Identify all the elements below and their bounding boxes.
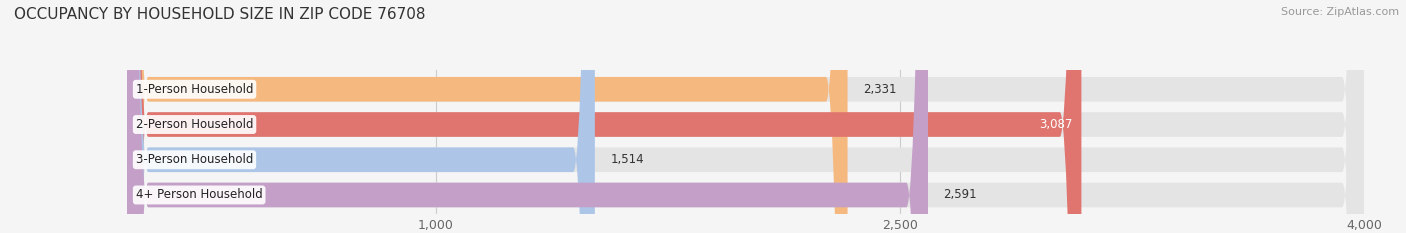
FancyBboxPatch shape <box>127 0 1081 233</box>
Text: 1-Person Household: 1-Person Household <box>136 83 253 96</box>
FancyBboxPatch shape <box>127 0 848 233</box>
Text: 2,331: 2,331 <box>863 83 897 96</box>
FancyBboxPatch shape <box>127 0 595 233</box>
FancyBboxPatch shape <box>127 0 1364 233</box>
FancyBboxPatch shape <box>127 0 928 233</box>
Text: 1,514: 1,514 <box>610 153 644 166</box>
Text: Source: ZipAtlas.com: Source: ZipAtlas.com <box>1281 7 1399 17</box>
Text: 3-Person Household: 3-Person Household <box>136 153 253 166</box>
FancyBboxPatch shape <box>127 0 1364 233</box>
Text: 4+ Person Household: 4+ Person Household <box>136 188 263 202</box>
Text: 2-Person Household: 2-Person Household <box>136 118 253 131</box>
FancyBboxPatch shape <box>127 0 1364 233</box>
Text: 2,591: 2,591 <box>943 188 977 202</box>
Text: 3,087: 3,087 <box>1039 118 1073 131</box>
Text: OCCUPANCY BY HOUSEHOLD SIZE IN ZIP CODE 76708: OCCUPANCY BY HOUSEHOLD SIZE IN ZIP CODE … <box>14 7 426 22</box>
FancyBboxPatch shape <box>127 0 1364 233</box>
